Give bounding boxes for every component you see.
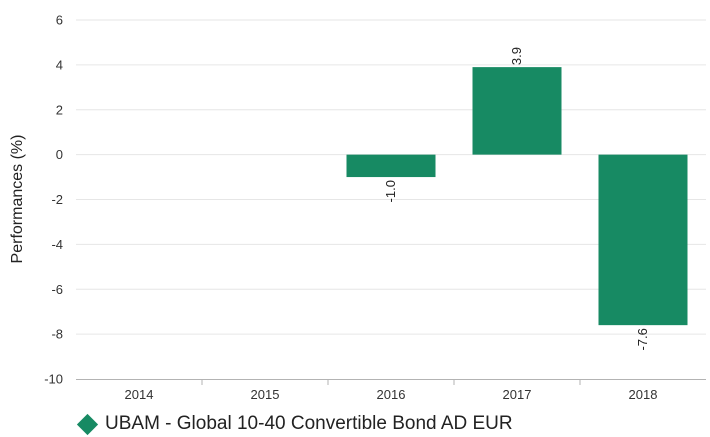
bar <box>472 67 562 155</box>
legend-diamond-icon <box>76 413 99 435</box>
legend[interactable]: UBAM - Global 10-40 Convertible Bond AD … <box>76 412 513 436</box>
data-label: -7.6 <box>635 328 650 350</box>
x-tick-label: 2016 <box>377 387 406 402</box>
y-tick-label: -10 <box>44 372 63 387</box>
x-tick-label: 2018 <box>629 387 658 402</box>
data-label: 3.9 <box>509 47 524 65</box>
x-tick-label: 2017 <box>503 387 532 402</box>
y-tick-label: 6 <box>56 13 63 28</box>
y-tick-label: 4 <box>56 57 63 72</box>
y-axis-title: Performances (%) <box>9 135 26 264</box>
bar <box>346 154 436 178</box>
bars <box>346 67 688 326</box>
x-axis <box>76 379 706 385</box>
gridlines <box>76 19 706 335</box>
bar <box>598 154 688 326</box>
y-tick-label: 2 <box>56 102 63 117</box>
y-axis-ticks: 6 4 2 0 -2 -4 -6 -8 -10 <box>44 13 63 387</box>
y-tick-label: -2 <box>51 192 63 207</box>
x-axis-ticks: 2014 2015 2016 2017 2018 <box>125 387 658 402</box>
legend-series-name: UBAM - Global 10-40 Convertible Bond AD … <box>105 413 513 434</box>
y-tick-label: -6 <box>51 282 63 297</box>
x-tick-label: 2014 <box>125 387 154 402</box>
data-labels: -1.0 3.9 -7.6 <box>383 47 650 351</box>
data-label: -1.0 <box>383 180 398 202</box>
y-tick-label: -8 <box>51 327 63 342</box>
x-tick-label: 2015 <box>251 387 280 402</box>
y-tick-label: -4 <box>51 237 63 252</box>
y-tick-label: 0 <box>56 147 63 162</box>
